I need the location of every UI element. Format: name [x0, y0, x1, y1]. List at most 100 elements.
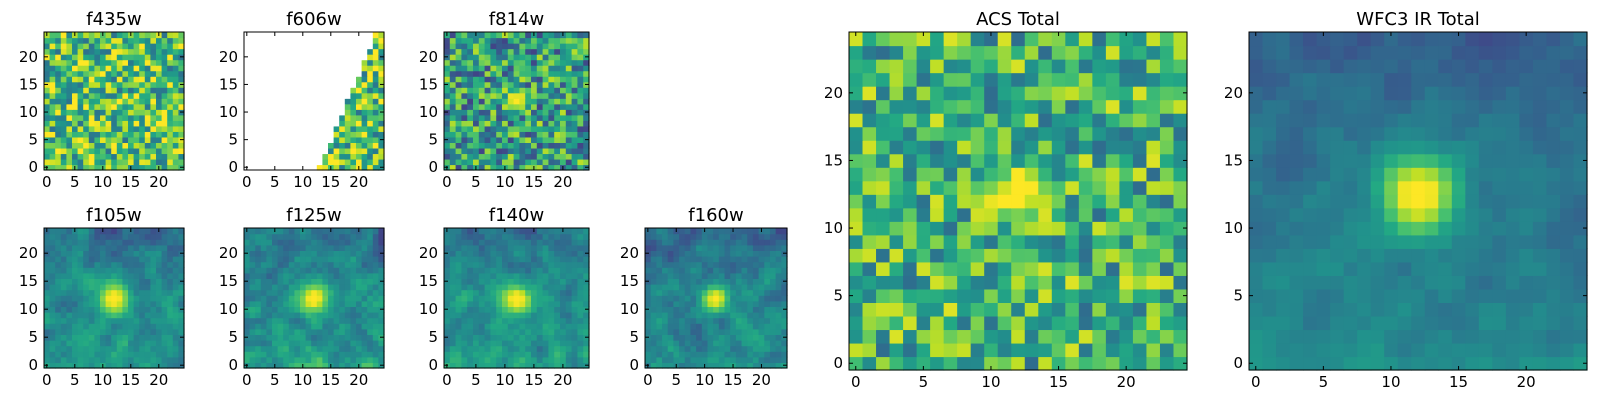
- heatmap-cell: [1092, 288, 1107, 303]
- heatmap-cell: [283, 300, 290, 307]
- heatmap-cell: [300, 92, 307, 99]
- heatmap-cell: [60, 306, 67, 313]
- heatmap-cell: [305, 158, 312, 166]
- heatmap-cell: [88, 239, 95, 246]
- heatmap-cell: [519, 323, 526, 330]
- heatmap-cell: [473, 289, 480, 296]
- heatmap-cell: [1051, 315, 1066, 331]
- heatmap-cell: [328, 272, 335, 279]
- heatmap-cell: [444, 70, 451, 77]
- heatmap-cell: [367, 244, 374, 251]
- heatmap-cell: [684, 334, 692, 341]
- heatmap-cell: [444, 48, 451, 55]
- heatmap-cell: [1078, 221, 1093, 236]
- heatmap-cell: [244, 76, 251, 83]
- heatmap-cell: [781, 272, 788, 279]
- heatmap-cell: [467, 131, 474, 138]
- heatmap-cell: [305, 351, 312, 358]
- heatmap-cell: [128, 125, 135, 132]
- heatmap-cell: [507, 323, 515, 330]
- heatmap-cell: [344, 65, 351, 72]
- heatmap-cell: [150, 153, 157, 160]
- heatmap-cell: [713, 351, 720, 358]
- heatmap-cell: [1065, 329, 1080, 344]
- heatmap-cell: [161, 233, 168, 240]
- heatmap-cell: [167, 323, 174, 330]
- heatmap-cell: [133, 98, 140, 105]
- heatmap-cell: [916, 342, 931, 358]
- heatmap-cell: [571, 92, 578, 99]
- heatmap-cell: [322, 92, 329, 99]
- heatmap-cell: [560, 300, 567, 307]
- heatmap-cell: [513, 362, 520, 369]
- heatmap-cell: [372, 289, 379, 296]
- heatmap-cell: [322, 153, 329, 160]
- heatmap-cell: [507, 125, 515, 132]
- heatmap-cell: [105, 87, 112, 94]
- heatmap-cell: [100, 272, 107, 279]
- heatmap-cell: [461, 272, 468, 279]
- heatmap-cell: [577, 70, 584, 77]
- heatmap-cell: [55, 87, 62, 94]
- heatmap-cell: [667, 233, 674, 240]
- heatmap-cell: [244, 261, 251, 268]
- heatmap-cell: [583, 300, 590, 307]
- heatmap-cell: [565, 306, 573, 313]
- heatmap-cell: [55, 340, 62, 347]
- heatmap-cell: [178, 244, 185, 251]
- heatmap-cell: [970, 315, 985, 331]
- heatmap-cell: [94, 244, 101, 251]
- heatmap-cell: [111, 228, 118, 235]
- heatmap-cell: [277, 153, 284, 160]
- heatmap-cell: [724, 250, 731, 257]
- heatmap-cell: [300, 340, 307, 347]
- heatmap-f606w: [244, 32, 385, 171]
- heatmap-cell: [1146, 302, 1161, 317]
- heatmap-cell: [249, 317, 256, 324]
- heatmap-cell: [513, 345, 520, 352]
- heatmap-cell: [467, 76, 474, 83]
- heatmap-cell: [167, 142, 174, 149]
- heatmap-cell: [150, 81, 157, 88]
- heatmap-cell: [1146, 194, 1161, 209]
- heatmap-cell: [519, 81, 526, 88]
- heatmap-cell: [367, 261, 374, 268]
- heatmap-cell: [105, 345, 112, 352]
- heatmap-cell: [502, 142, 509, 149]
- heatmap-cell: [507, 76, 515, 83]
- heatmap-cell: [531, 284, 538, 291]
- heatmap-cell: [507, 164, 515, 171]
- heatmap-cell: [128, 295, 135, 302]
- heatmap-cell: [531, 340, 538, 347]
- heatmap-cell: [150, 136, 157, 143]
- heatmap-cell: [554, 147, 561, 155]
- heatmap-cell: [484, 125, 491, 132]
- heatmap-cell: [876, 288, 891, 303]
- heatmap-cell: [536, 233, 544, 240]
- heatmap-cell: [339, 114, 346, 121]
- panel-title: f125w: [286, 205, 341, 226]
- heatmap-cell: [361, 142, 368, 149]
- heatmap-cell: [66, 312, 73, 319]
- heatmap-cell: [300, 54, 307, 61]
- heatmap-cell: [55, 317, 62, 324]
- heatmap-cell: [167, 256, 174, 263]
- heatmap-cell: [367, 362, 374, 369]
- heatmap-cell: [300, 114, 307, 121]
- heatmap-cell: [249, 136, 256, 143]
- heatmap-cell: [484, 233, 491, 240]
- heatmap-cell: [333, 272, 340, 279]
- heatmap-cell: [1132, 275, 1148, 290]
- heatmap-cell: [1011, 248, 1026, 263]
- heatmap-cell: [66, 32, 73, 39]
- heatmap-cell: [105, 147, 112, 155]
- heatmap-cell: [55, 228, 62, 235]
- heatmap-cell: [696, 261, 703, 268]
- heatmap-cell: [542, 158, 549, 166]
- heatmap-cell: [1092, 207, 1107, 222]
- heatmap-cell: [577, 114, 584, 121]
- heatmap-cell: [502, 65, 509, 72]
- heatmap-cell: [565, 70, 573, 77]
- heatmap-cell: [444, 317, 451, 324]
